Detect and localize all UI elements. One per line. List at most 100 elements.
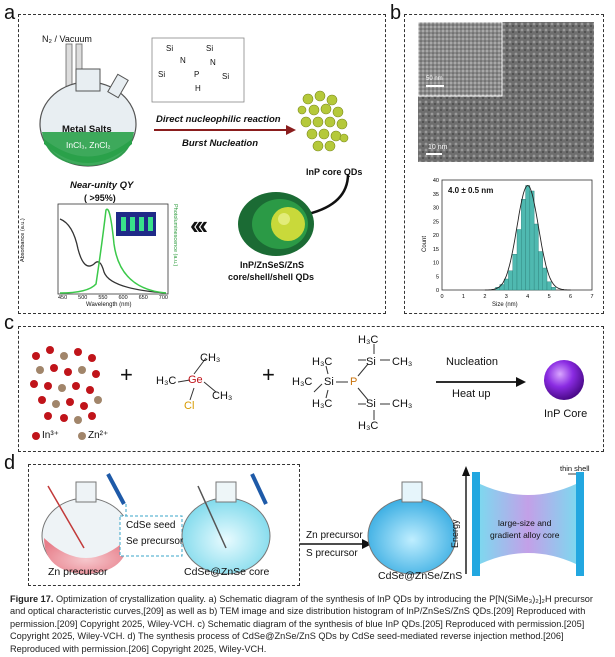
p-h3c-left: H₃C (292, 376, 313, 388)
in-ion (88, 354, 96, 362)
panel-d-left-frame (28, 464, 300, 586)
spectrum-ylabel-left: Absorbance (a.u.) (20, 218, 26, 262)
histogram-bar (529, 190, 535, 291)
spectrum-xtick: 550 (98, 295, 108, 301)
zn-ion (78, 366, 86, 374)
arrow-a-top: Direct nucleophilic reaction (156, 114, 281, 125)
p-atom: P (350, 376, 358, 388)
spectrum-xtick: 600 (118, 295, 128, 301)
ge-ch3-right: CH₃ (212, 390, 233, 402)
p-si-bottom: Si (366, 398, 376, 410)
gaussian-fit-line (484, 185, 571, 291)
spectrum-xtick: 650 (138, 295, 148, 301)
d-arrow-top: Zn precursor (306, 530, 363, 541)
in-ion (64, 368, 72, 376)
in-ion (30, 380, 38, 388)
plus-1: + (120, 362, 133, 387)
panel-c-frame (18, 326, 604, 452)
in-ion (86, 386, 94, 394)
histogram-bar (508, 270, 513, 291)
spectrum-xtick: 500 (78, 295, 88, 301)
spectrum-ylabel-right: Photoluminescence (a.u.) (172, 204, 178, 267)
energy-label: Energy (450, 519, 460, 548)
caption-text: Optimization of crystallization quality.… (10, 594, 593, 654)
d-arrow-bottom: S precursor (306, 548, 358, 559)
zn-ion (60, 352, 68, 360)
zn-ion (36, 366, 44, 374)
size-histogram: 0 1 2 3 4 5 6 7 0 5 10 15 20 25 30 35 40 (433, 178, 594, 300)
panel-a-letter: a (4, 2, 16, 24)
in-ion (66, 398, 74, 406)
inp-core-label: InP Core (544, 408, 588, 420)
hist-xtick: 2 (483, 294, 486, 300)
hist-xtick: 4 (526, 294, 529, 300)
in-ion (72, 382, 80, 390)
legend-in: In³⁺ (42, 430, 59, 441)
core-qd-label: InP core QDs (306, 167, 363, 177)
legend-zn: Zn²⁺ (88, 430, 109, 441)
hist-ytick: 15 (433, 247, 439, 253)
shell-label-2: core/shell/shell QDs (228, 272, 315, 282)
hist-ytick: 5 (436, 274, 439, 280)
panel-c-graphics (30, 344, 584, 440)
in-ion (74, 348, 82, 356)
ge-ch3-top: CH₃ (200, 352, 221, 364)
zn-ion (52, 400, 60, 408)
qy-value: ( >95%) (84, 193, 116, 203)
molecule-si-2: Si (158, 70, 166, 79)
hist-xtick: 6 (569, 294, 572, 300)
in-ion (38, 396, 46, 404)
shell-label-1: InP/ZnSeS/ZnS (240, 260, 305, 270)
caption-fig-label: Figure 17. (10, 594, 54, 604)
qy-label: Near-unity QY (70, 180, 134, 191)
spectrum-xtick: 450 (58, 295, 68, 301)
in-ion (80, 402, 88, 410)
p-h3c-up: H₃C (312, 356, 333, 368)
panel-d-letter: d (4, 452, 16, 474)
hist-xtick: 1 (462, 294, 465, 300)
histogram-bar (538, 251, 543, 291)
hist-ytick: 25 (433, 219, 439, 225)
hist-ytick: 20 (433, 233, 439, 239)
hist-xtick: 3 (505, 294, 508, 300)
histogram-bar (525, 185, 531, 291)
histogram-bar (503, 278, 509, 291)
hist-ytick: 35 (433, 192, 439, 198)
histogram-bar (521, 199, 526, 291)
thin-shell-label: thin shell (560, 464, 590, 473)
molecule-si-4: Si (222, 72, 230, 81)
hist-ytick: 40 (433, 178, 439, 184)
molecule-si-1: Si (166, 44, 174, 53)
histogram-bar (516, 229, 522, 291)
ge-cl: Cl (184, 400, 195, 412)
molecule-n-2: N (210, 58, 216, 67)
nucleation-label: Nucleation (446, 356, 498, 368)
panel-d-graphics (41, 466, 584, 576)
molecule-h: H (195, 84, 201, 93)
zn-ion (58, 384, 66, 392)
cdse-znse-zns-label: CdSe@ZnSe/ZnS (378, 570, 463, 582)
p-si-left: Si (324, 376, 334, 388)
flask-sub: InCl₃, ZnCl₂ (66, 140, 111, 150)
hist-xtick: 7 (590, 294, 593, 300)
spectrum-xtick: 700 (158, 295, 168, 301)
chevrons: ‹‹‹ (190, 210, 208, 240)
hist-ylabel: Count (422, 235, 428, 252)
zn-precursor-flask: Zn precursor (48, 566, 108, 578)
p-h3c-top1: H₃C (358, 334, 379, 346)
hist-xtick: 0 (440, 294, 443, 300)
in-ion (60, 414, 68, 422)
histogram-bar (551, 287, 556, 291)
hist-xlabel: Size (nm) (492, 302, 518, 308)
core-text-1: large-size and (498, 518, 552, 528)
histogram-bar (533, 223, 539, 291)
in-ion (88, 412, 96, 420)
figure-caption: Figure 17. Optimization of crystallizati… (10, 593, 608, 655)
in-ion (92, 370, 100, 378)
hist-ytick: 10 (433, 261, 439, 267)
p-ch3-top2: CH₃ (392, 356, 413, 368)
histogram-bar (546, 281, 552, 291)
gas-label: N₂ / Vacuum (42, 34, 92, 44)
cdse-znse-core-label: CdSe@ZnSe core (184, 566, 270, 578)
hist-ytick: 30 (433, 206, 439, 212)
